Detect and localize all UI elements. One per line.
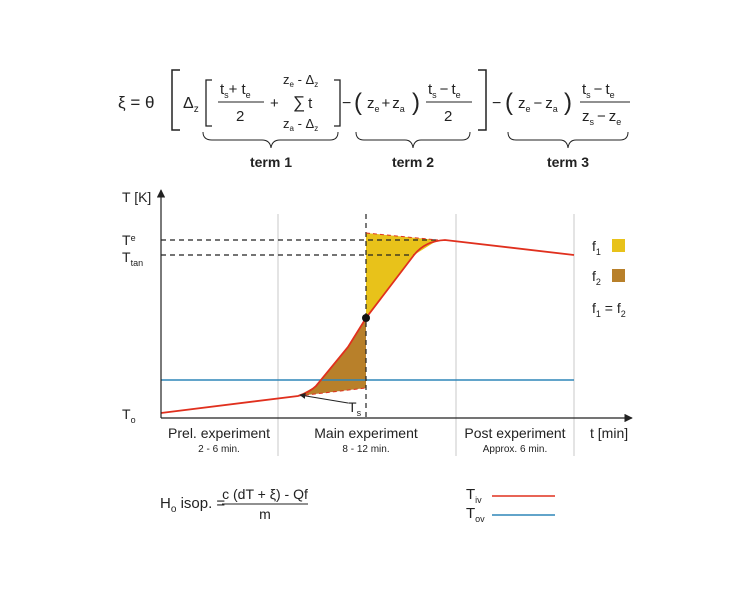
term1-label: term 1 xyxy=(250,154,292,170)
delta-symbol: Δz xyxy=(183,95,199,115)
term3-paren-open: ( xyxy=(505,89,513,116)
term1-brace xyxy=(202,131,339,149)
big-bracket-left xyxy=(171,69,180,131)
area-f2 xyxy=(298,318,366,396)
isoperibol-formula: Ho isop. = c (dT + ξ) - Qf m xyxy=(160,486,308,522)
legend-f2-label: f2 xyxy=(592,268,601,287)
legend-f-equal: f1 = f2 xyxy=(592,300,626,319)
term3-denominator: zs − ze xyxy=(582,108,621,127)
term2-numerator: ts − te xyxy=(428,81,461,100)
term2-denominator: 2 xyxy=(444,108,452,125)
term3-minus: − xyxy=(492,95,501,112)
term3-paren-close: ) xyxy=(564,89,572,116)
te-label: Te xyxy=(122,232,136,248)
term2-paren-open: ( xyxy=(354,89,362,116)
big-bracket-right xyxy=(478,69,487,131)
ts-label: Ts xyxy=(348,399,362,418)
legend-f2-swatch xyxy=(612,269,625,282)
term2-minus: − xyxy=(342,95,351,112)
term3-numerator: ts − te xyxy=(582,81,615,100)
sum-symbol: ∑ t xyxy=(293,93,313,112)
legend-f1-label: f1 xyxy=(592,238,601,257)
sum-upper-limit: ze - Δz xyxy=(283,72,318,89)
h-isop-lhs: Ho isop. = xyxy=(160,495,225,515)
ts-pointer-arrow xyxy=(299,392,349,404)
f2-dashed-edge xyxy=(297,387,367,397)
area-f1 xyxy=(366,233,438,318)
sum-lower-limit: za - Δz xyxy=(283,116,318,133)
ttan-label: Ttan xyxy=(122,249,143,268)
term2-paren-close: ) xyxy=(412,89,420,116)
phase-2-duration: 8 - 12 min. xyxy=(342,444,389,455)
legend-tov-label: Tov xyxy=(466,505,485,524)
term2-brace xyxy=(355,131,471,149)
term3-ze-za: ze − za xyxy=(518,95,558,114)
temperature-chart: Ts T [K] t [min] Te Ttan To Prel. experi… xyxy=(122,189,633,456)
ts-intersection-point xyxy=(362,314,370,322)
phase-1-duration: 2 - 6 min. xyxy=(198,444,240,455)
phase-2-name: Main experiment xyxy=(314,425,418,441)
formula-xi-lhs: ξ = θ xyxy=(118,93,154,112)
phase-3-duration: Approx. 6 min. xyxy=(483,444,547,455)
f1-dashed-edge xyxy=(365,232,439,241)
phase-3-name: Post experiment xyxy=(464,425,565,441)
line-legend: Tiv Tov xyxy=(466,486,555,524)
phase-1-name: Prel. experiment xyxy=(168,425,270,441)
term3-brace xyxy=(507,131,629,149)
term1-plus: + xyxy=(270,95,279,112)
legend-f1-swatch xyxy=(612,239,625,252)
x-axis-label: t [min] xyxy=(590,425,628,441)
term3-label: term 3 xyxy=(547,154,589,170)
term2-ze-za: ze + za xyxy=(367,95,405,114)
y-axis-label: T [K] xyxy=(122,189,151,205)
inner-bracket-left xyxy=(205,79,212,127)
inner-bracket-right xyxy=(334,79,341,127)
h-isop-denominator: m xyxy=(259,506,271,522)
to-label: To xyxy=(122,406,136,425)
term2-label: term 2 xyxy=(392,154,434,170)
term1-numerator: ts+ te xyxy=(220,81,251,100)
formula: ξ = θ Δz ts+ te 2 + ze - Δz ∑ t za - Δz − … xyxy=(118,69,630,170)
h-isop-numerator: c (dT + ξ) - Qf xyxy=(222,486,308,502)
term1-denominator: 2 xyxy=(236,108,244,125)
legend-tiv-label: Tiv xyxy=(466,486,482,505)
